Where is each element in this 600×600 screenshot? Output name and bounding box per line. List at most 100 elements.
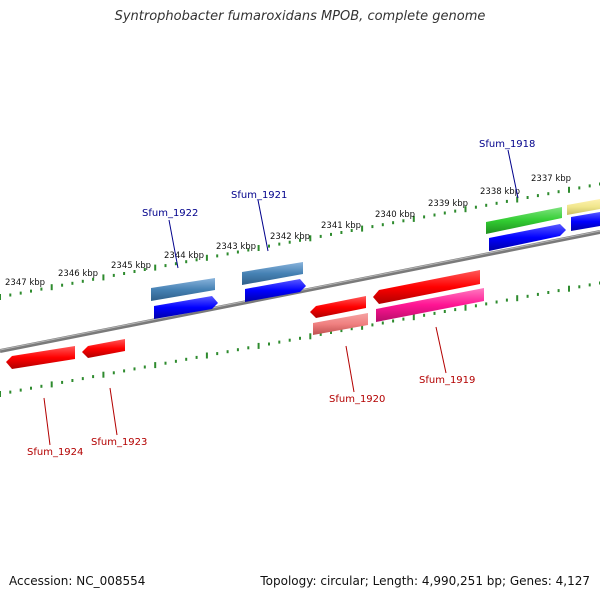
- scale-top-tick: [536, 194, 539, 198]
- scale-bottom-tick: [361, 323, 364, 330]
- scale-top-tick: [495, 201, 498, 205]
- scale-top-tick: [185, 260, 188, 264]
- leader-sfum-1924: [43, 397, 51, 446]
- scale-top-tick: [61, 283, 64, 287]
- tick-label-2345: 2345 kbp: [111, 261, 151, 271]
- tick-label-2339: 2339 kbp: [428, 199, 468, 209]
- scale-bottom-tick: [288, 338, 291, 342]
- scale-top-tick: [247, 248, 250, 252]
- gene-arrow-sfum-1923-red: [82, 339, 125, 358]
- scale-bottom-tick: [112, 371, 115, 375]
- scale-bottom-tick: [226, 350, 229, 354]
- scale-top-tick: [164, 264, 167, 268]
- scale-bottom-tick: [454, 308, 457, 312]
- scale-bottom-tick: [154, 362, 157, 369]
- scale-top-tick: [423, 215, 426, 219]
- tick-label-2347: 2347 kbp: [5, 278, 45, 288]
- scale-top-tick: [143, 268, 146, 271]
- scale-bottom-tick: [61, 380, 64, 384]
- scale-bottom-tick: [174, 359, 177, 363]
- scale-bottom-tick: [464, 304, 467, 311]
- scale-top-tick: [216, 254, 219, 258]
- gene-arrow-blue-edge: [571, 212, 600, 231]
- tick-label-2338: 2338 kbp: [480, 187, 520, 197]
- scale-top-tick: [319, 234, 322, 238]
- scale-bottom-tick: [299, 336, 301, 340]
- scale-bottom-tick: [536, 292, 539, 296]
- scale-bottom-tick: [516, 295, 519, 302]
- scale-bottom-tick: [578, 285, 581, 289]
- reverse-genes: [6, 270, 484, 369]
- tick-label-2343: 2343 kbp: [216, 242, 256, 252]
- gene-arrow-sfum-1924-red: [6, 346, 75, 369]
- gene-arrow-sfum-1920-salmon: [313, 313, 368, 335]
- scale-bottom-tick: [433, 311, 436, 315]
- scale-bottom-tick: [19, 388, 22, 392]
- scale-top-tick: [454, 209, 457, 213]
- scale-bottom-tick: [557, 289, 560, 293]
- scale-bottom-tick: [443, 310, 446, 313]
- scale-top-tick: [226, 252, 229, 256]
- scale-top-tick: [516, 196, 519, 203]
- scale-top-tick: [588, 184, 591, 188]
- scale-top-tick: [9, 293, 12, 297]
- scale-bottom-tick: [0, 391, 1, 397]
- scale-bottom-tick: [123, 369, 126, 373]
- scale-top-tick: [236, 250, 239, 254]
- scale-top-tick: [154, 264, 157, 271]
- scale-bottom-tick: [402, 317, 405, 321]
- scale-top-tick: [485, 203, 488, 207]
- scale-top-tick: [412, 215, 415, 222]
- scale-top-tick: [309, 235, 312, 242]
- tick-label-2344: 2344 kbp: [164, 251, 204, 261]
- scale-bottom-tick: [330, 331, 332, 334]
- scale-top-tick: [526, 196, 529, 199]
- scale-bottom-tick: [92, 375, 95, 379]
- leader-sfum-1923: [109, 387, 118, 436]
- scale-top-tick: [474, 205, 477, 209]
- scale-top-tick: [350, 229, 353, 232]
- scale-bottom-tick: [350, 327, 353, 331]
- accession-text: Accession: NC_008554: [9, 574, 146, 588]
- scale-top-tick: [174, 262, 177, 266]
- scale-bottom-tick: [588, 283, 591, 287]
- scale-labels: 2337 kbp 2338 kbp 2339 kbp 2340 kbp 2341…: [5, 174, 571, 288]
- scale-top-tick: [257, 245, 260, 251]
- scale-top-tick: [133, 270, 136, 273]
- scale-top-tick: [578, 186, 581, 190]
- scale-top-tick: [71, 281, 74, 285]
- gene-arrow-sfum-1922-blue: [154, 296, 218, 319]
- scale-top-tick: [195, 258, 198, 262]
- scale-top-tick: [464, 206, 467, 213]
- scale-bottom-tick: [340, 329, 343, 333]
- scale-bottom-tick: [495, 300, 498, 304]
- scale-bottom-tick: [268, 342, 270, 346]
- scale-bottom-tick: [195, 355, 198, 359]
- leader-sfum-1921: [257, 199, 269, 252]
- leader-sfum-1920: [345, 345, 355, 393]
- leader-sfum-1922: [168, 219, 179, 269]
- scale-top-tick: [557, 190, 560, 194]
- scale-bottom-tick: [102, 371, 105, 378]
- scale-top-tick: [40, 287, 43, 291]
- tick-label-2341: 2341 kbp: [321, 221, 361, 231]
- scale-top-tick: [340, 231, 343, 234]
- tick-label-2346: 2346 kbp: [58, 269, 98, 279]
- gene-arrow-sfum-1919-pink: [376, 288, 484, 322]
- scale-bottom-tick: [81, 377, 84, 381]
- gene-label-sfum-1921: Sfum_1921: [231, 190, 287, 201]
- tick-label-2342: 2342 kbp: [270, 232, 310, 242]
- leader-sfum-1918: [507, 149, 519, 199]
- gene-arrow-sfum-1918-blue: [489, 224, 566, 251]
- scale-top-tick: [402, 219, 405, 223]
- scale-top-tick: [361, 225, 364, 232]
- scale-bottom-tick: [371, 323, 374, 327]
- scale-bottom-tick: [71, 379, 74, 382]
- scale-bottom-tick: [133, 367, 136, 371]
- gene-arrow-khaki: [567, 199, 600, 215]
- scale-bottom-tick: [381, 321, 384, 325]
- scale-top-tick: [371, 225, 374, 229]
- scale-top-tick: [81, 279, 84, 283]
- scale-bottom-tick: [247, 346, 250, 350]
